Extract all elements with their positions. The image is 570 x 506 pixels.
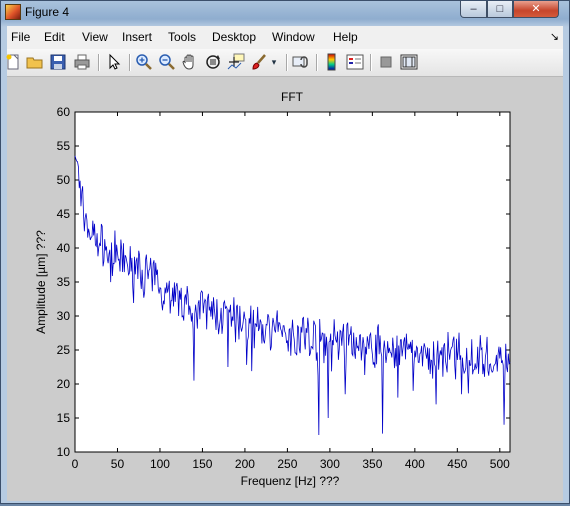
brush-menu-arrow-icon[interactable]: ▾ bbox=[271, 57, 277, 67]
rotate-3d-icon[interactable] bbox=[204, 53, 222, 71]
toolbar-separator bbox=[98, 54, 99, 71]
title-bar[interactable]: Figure 4 – □ ✕ bbox=[1, 1, 569, 25]
menu-tools[interactable]: Tools bbox=[168, 30, 197, 44]
open-file-icon[interactable] bbox=[26, 53, 44, 71]
x-tick-label: 0 bbox=[72, 457, 79, 471]
minimize-button[interactable]: – bbox=[460, 1, 487, 18]
menu-help[interactable]: Help bbox=[333, 30, 358, 44]
y-tick-label: 40 bbox=[57, 241, 71, 255]
dock-arrow-icon[interactable]: ↘ bbox=[549, 31, 559, 43]
y-tick-label: 25 bbox=[57, 343, 71, 357]
toolbar-separator bbox=[129, 54, 130, 71]
show-plot-tools-icon[interactable] bbox=[400, 53, 418, 71]
y-tick-label: 50 bbox=[57, 173, 71, 187]
save-icon[interactable] bbox=[49, 53, 67, 71]
y-tick-label: 55 bbox=[57, 139, 71, 153]
zoom-in-icon[interactable] bbox=[135, 53, 153, 71]
link-plot-icon[interactable] bbox=[292, 53, 310, 71]
pointer-icon[interactable] bbox=[105, 53, 123, 71]
y-tick-label: 30 bbox=[57, 309, 71, 323]
x-tick-label: 350 bbox=[362, 457, 382, 471]
legend-icon[interactable] bbox=[346, 53, 364, 71]
x-tick-label: 400 bbox=[405, 457, 425, 471]
maximize-button[interactable]: □ bbox=[487, 1, 513, 18]
brush-icon[interactable] bbox=[250, 53, 268, 71]
toolbar-separator bbox=[286, 54, 287, 71]
x-tick-label: 150 bbox=[192, 457, 212, 471]
x-axis-label: Frequenz [Hz] ??? bbox=[241, 474, 340, 488]
axes-background bbox=[74, 111, 511, 453]
data-cursor-icon[interactable] bbox=[227, 53, 245, 71]
menu-desktop[interactable]: Desktop bbox=[212, 30, 257, 44]
pan-hand-icon[interactable] bbox=[181, 53, 199, 71]
print-icon[interactable] bbox=[73, 53, 91, 71]
menu-view[interactable]: View bbox=[82, 30, 108, 44]
x-tick-label: 200 bbox=[235, 457, 255, 471]
y-tick-label: 45 bbox=[57, 207, 71, 221]
menu-window[interactable]: Window bbox=[272, 30, 315, 44]
menu-bar: File Edit View Insert Tools Desktop Wind… bbox=[7, 26, 563, 49]
y-tick-label: 15 bbox=[57, 411, 71, 425]
x-tick-label: 300 bbox=[320, 457, 340, 471]
x-tick-label: 250 bbox=[277, 457, 297, 471]
new-figure-icon[interactable] bbox=[4, 53, 22, 71]
y-tick-label: 35 bbox=[57, 275, 71, 289]
y-tick-label: 20 bbox=[57, 377, 71, 391]
figure-toolbar: ▾ bbox=[4, 49, 563, 77]
fft-series-line bbox=[74, 155, 511, 436]
y-tick-label: 60 bbox=[57, 105, 71, 119]
window-title: Figure 4 bbox=[25, 5, 70, 19]
x-tick-label: 50 bbox=[111, 457, 125, 471]
matlab-logo-icon bbox=[5, 4, 21, 20]
x-tick-label: 500 bbox=[490, 457, 510, 471]
close-button[interactable]: ✕ bbox=[513, 1, 559, 18]
y-axis-label: Amplitude [µm] ??? bbox=[34, 230, 48, 334]
y-tick-label: 10 bbox=[57, 445, 71, 459]
zoom-out-icon[interactable] bbox=[158, 53, 176, 71]
hide-plot-tools-icon[interactable] bbox=[377, 53, 395, 71]
fft-plot[interactable]: FFT Frequenz [Hz] ??? Amplitude [µm] ???… bbox=[7, 77, 563, 501]
toolbar-separator bbox=[370, 54, 371, 71]
menu-insert[interactable]: Insert bbox=[122, 30, 153, 44]
toolbar-separator bbox=[316, 54, 317, 71]
x-tick-label: 100 bbox=[150, 457, 170, 471]
chart-title: FFT bbox=[281, 90, 304, 104]
menu-edit[interactable]: Edit bbox=[44, 30, 65, 44]
menu-file[interactable]: File bbox=[11, 30, 31, 44]
colorbar-icon[interactable] bbox=[323, 53, 341, 71]
figure-canvas: FFT Frequenz [Hz] ??? Amplitude [µm] ???… bbox=[7, 77, 563, 501]
x-tick-label: 450 bbox=[447, 457, 467, 471]
